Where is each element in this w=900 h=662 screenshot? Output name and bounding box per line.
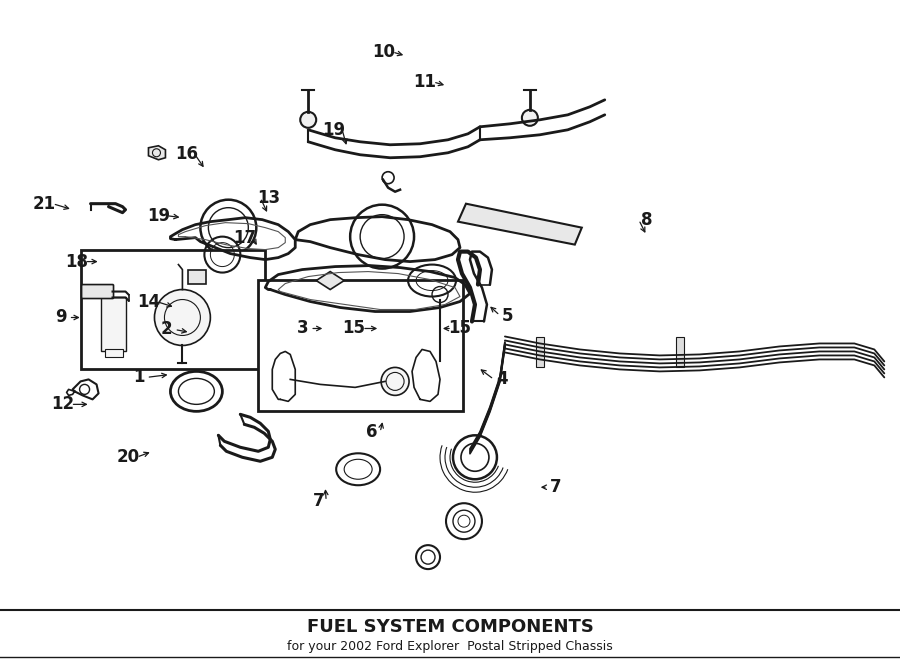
Circle shape bbox=[155, 289, 211, 346]
Text: 7: 7 bbox=[312, 493, 324, 510]
Text: 13: 13 bbox=[256, 189, 280, 207]
Text: 3: 3 bbox=[296, 320, 308, 338]
Text: 9: 9 bbox=[55, 308, 67, 326]
Circle shape bbox=[381, 367, 410, 395]
Bar bbox=[101, 297, 125, 352]
Text: 16: 16 bbox=[175, 145, 198, 163]
Text: for your 2002 Ford Explorer  Postal Stripped Chassis: for your 2002 Ford Explorer Postal Strip… bbox=[287, 639, 613, 653]
Text: 14: 14 bbox=[137, 293, 160, 310]
Text: 19: 19 bbox=[147, 207, 170, 224]
Text: 6: 6 bbox=[366, 423, 378, 442]
FancyBboxPatch shape bbox=[82, 285, 113, 299]
Text: 4: 4 bbox=[496, 371, 508, 389]
Bar bbox=[536, 338, 544, 367]
Bar bbox=[81, 250, 266, 369]
Text: 12: 12 bbox=[51, 395, 74, 413]
Polygon shape bbox=[316, 271, 344, 289]
Circle shape bbox=[522, 110, 538, 126]
Text: 19: 19 bbox=[322, 120, 346, 139]
Text: 5: 5 bbox=[502, 307, 514, 324]
Polygon shape bbox=[148, 146, 166, 160]
Circle shape bbox=[301, 112, 316, 128]
Text: 2: 2 bbox=[160, 320, 172, 338]
Text: 7: 7 bbox=[550, 478, 562, 496]
Text: 18: 18 bbox=[65, 253, 88, 271]
Polygon shape bbox=[458, 204, 581, 245]
Bar bbox=[676, 338, 684, 367]
Bar bbox=[188, 269, 206, 283]
Text: 15: 15 bbox=[448, 320, 472, 338]
Text: 8: 8 bbox=[641, 211, 652, 228]
Text: 17: 17 bbox=[233, 228, 256, 247]
Text: 1: 1 bbox=[132, 369, 144, 387]
Text: 11: 11 bbox=[413, 73, 436, 91]
Bar bbox=[104, 350, 122, 357]
Text: FUEL SYSTEM COMPONENTS: FUEL SYSTEM COMPONENTS bbox=[307, 618, 593, 636]
Text: 20: 20 bbox=[117, 448, 140, 466]
Text: 21: 21 bbox=[33, 195, 56, 213]
Bar bbox=[258, 279, 463, 411]
Text: 15: 15 bbox=[343, 320, 365, 338]
Text: 10: 10 bbox=[373, 43, 396, 61]
